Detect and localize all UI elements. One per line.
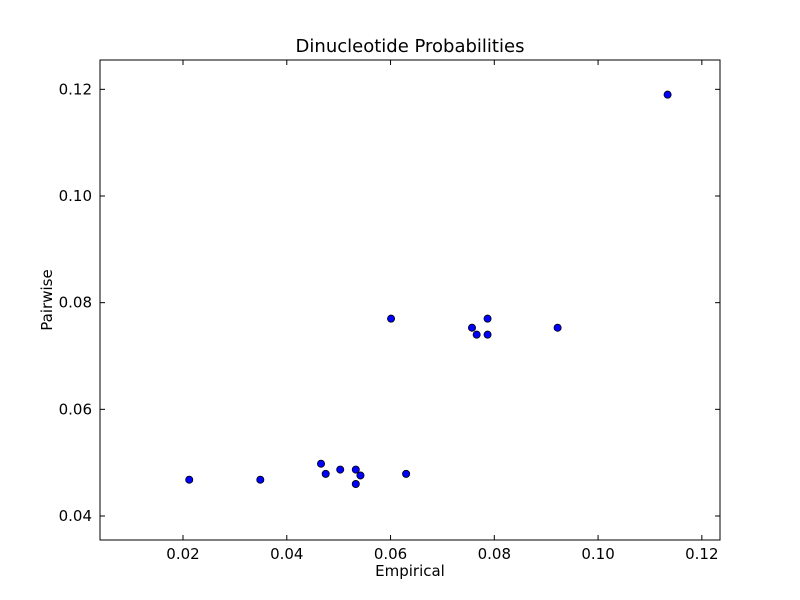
data-point [553, 323, 562, 332]
y-axis-label: Pairwise [38, 269, 56, 330]
data-point [467, 323, 476, 332]
data-point [317, 459, 326, 468]
x-tick-label: 0.10 [581, 545, 614, 563]
points-layer [185, 90, 672, 488]
y-tick-label: 0.12 [59, 80, 92, 98]
y-tick-label: 0.08 [59, 294, 92, 312]
y-tick-label: 0.06 [59, 400, 92, 418]
y-tick-label: 0.10 [59, 187, 92, 205]
data-point [663, 90, 672, 99]
data-point [185, 475, 194, 484]
data-point [387, 314, 396, 323]
plot-frame [99, 59, 721, 541]
x-tick-label: 0.06 [374, 545, 407, 563]
data-point [256, 475, 265, 484]
x-tick-label: 0.02 [166, 545, 199, 563]
chart-title: Dinucleotide Probabilities [296, 36, 525, 57]
x-axis-ticks: 0.02 0.04 0.06 0.08 0.10 0.12 [166, 60, 719, 563]
data-point [483, 314, 492, 323]
x-tick-label: 0.12 [685, 545, 718, 563]
data-point [402, 469, 411, 478]
x-tick-label: 0.04 [270, 545, 303, 563]
data-point [483, 330, 492, 339]
data-point [321, 469, 330, 478]
data-point [351, 465, 360, 474]
x-axis-label: Empirical [375, 562, 445, 580]
data-point [336, 465, 345, 474]
x-tick-label: 0.08 [478, 545, 511, 563]
data-point [472, 330, 481, 339]
data-point [351, 479, 360, 488]
data-point [356, 471, 365, 480]
y-tick-label: 0.04 [59, 507, 92, 525]
y-axis-ticks: 0.04 0.06 0.08 0.10 0.12 [59, 80, 720, 525]
